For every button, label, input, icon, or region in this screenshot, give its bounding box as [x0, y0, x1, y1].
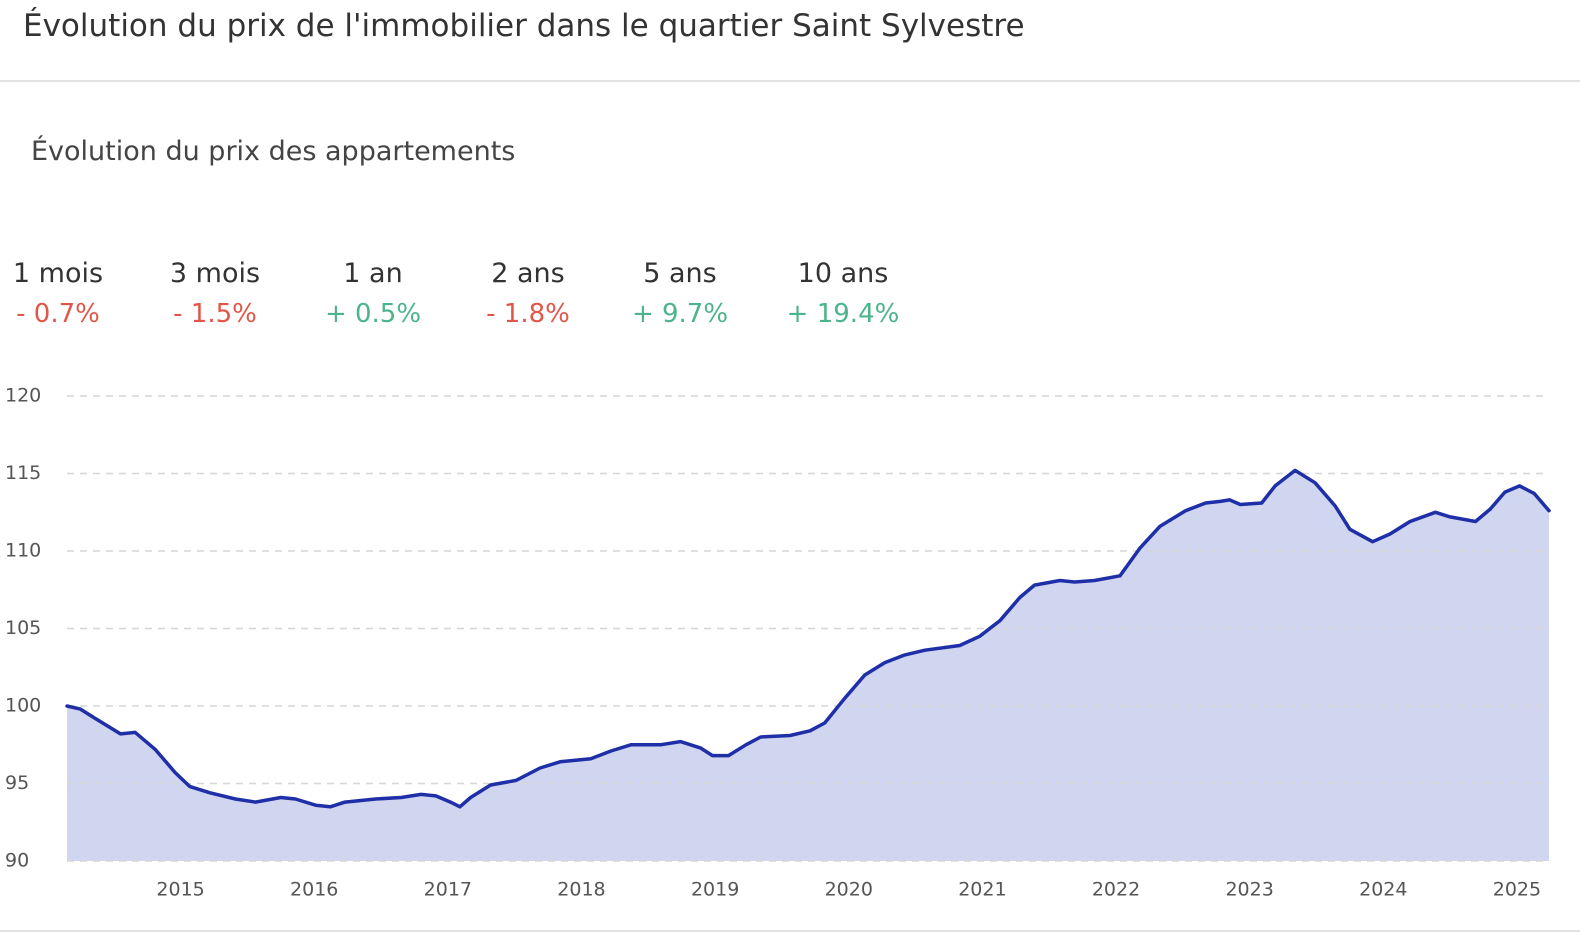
stat-period: 5 ans: [643, 258, 717, 289]
stat: 1 mois - 0.7%: [0, 258, 138, 329]
stat: 1 an + 0.5%: [293, 258, 453, 329]
x-tick-label: 2024: [1359, 879, 1407, 901]
subtitle: Évolution du prix des appartements: [31, 136, 516, 167]
stat-change: + 0.5%: [324, 299, 422, 329]
x-tick-label: 2022: [1092, 879, 1140, 901]
stat-period: 1 mois: [12, 258, 104, 289]
x-tick-label: 2017: [424, 879, 472, 901]
x-tick-label: 2018: [557, 879, 605, 901]
x-tick-label: 2019: [691, 879, 739, 901]
stat-change: - 1.8%: [486, 299, 570, 329]
y-tick-label: 115: [5, 462, 41, 484]
stat-change: + 9.7%: [631, 299, 729, 329]
stat-period: 1 an: [343, 258, 403, 289]
y-tick-label: 120: [5, 385, 41, 407]
stat: 2 ans - 1.8%: [448, 258, 608, 329]
stat: 3 mois - 1.5%: [135, 258, 295, 329]
stat-change: - 1.5%: [173, 299, 257, 329]
y-tick-label: 90: [5, 850, 29, 872]
y-tick-label: 110: [5, 540, 41, 562]
stat-period: 10 ans: [797, 258, 889, 289]
divider: [0, 80, 1580, 82]
x-tick-label: 2015: [156, 879, 204, 901]
x-tick-label: 2020: [825, 879, 873, 901]
y-tick-label: 95: [5, 772, 29, 794]
line: [65, 468, 1551, 809]
x-tick-label: 2016: [290, 879, 338, 901]
stat-period: 2 ans: [491, 258, 565, 289]
x-tick-label: 2023: [1225, 879, 1273, 901]
x-tick-label: 2025: [1493, 879, 1541, 901]
stat-change: - 0.7%: [16, 299, 100, 329]
y-tick-label: 100: [5, 695, 41, 717]
x-tick-label: 2021: [958, 879, 1006, 901]
y-tick-label: 105: [5, 617, 41, 639]
area: [67, 470, 1549, 861]
stat: 10 ans + 19.4%: [763, 258, 923, 329]
divider: [0, 930, 1580, 932]
stat-period: 3 mois: [169, 258, 261, 289]
stat-change: + 19.4%: [786, 299, 900, 329]
stat: 5 ans + 9.7%: [600, 258, 760, 329]
page-title: Évolution du prix de l'immobilier dans l…: [23, 8, 1025, 44]
